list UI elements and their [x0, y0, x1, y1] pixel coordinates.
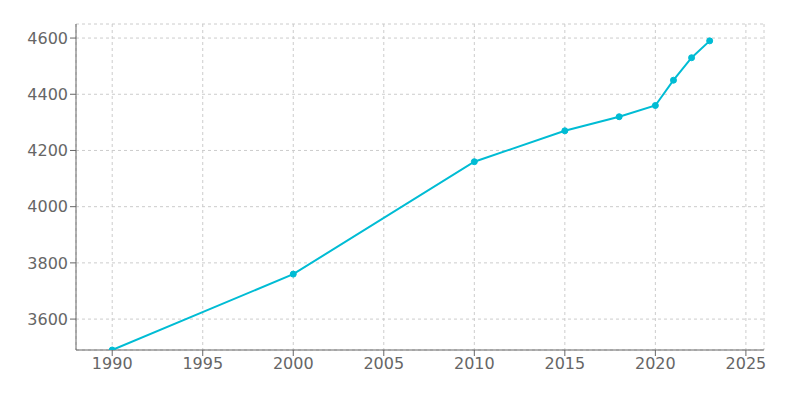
svg-text:4000: 4000 [27, 197, 68, 216]
svg-text:2005: 2005 [363, 354, 404, 373]
svg-text:2010: 2010 [454, 354, 495, 373]
svg-text:1995: 1995 [182, 354, 223, 373]
svg-text:4600: 4600 [27, 29, 68, 48]
svg-text:2020: 2020 [635, 354, 676, 373]
svg-text:2000: 2000 [273, 354, 314, 373]
svg-text:1990: 1990 [92, 354, 133, 373]
svg-text:2015: 2015 [544, 354, 585, 373]
svg-text:3800: 3800 [27, 254, 68, 273]
svg-text:3600: 3600 [27, 310, 68, 329]
svg-text:4400: 4400 [27, 85, 68, 104]
svg-text:4200: 4200 [27, 141, 68, 160]
svg-text:2025: 2025 [726, 354, 767, 373]
